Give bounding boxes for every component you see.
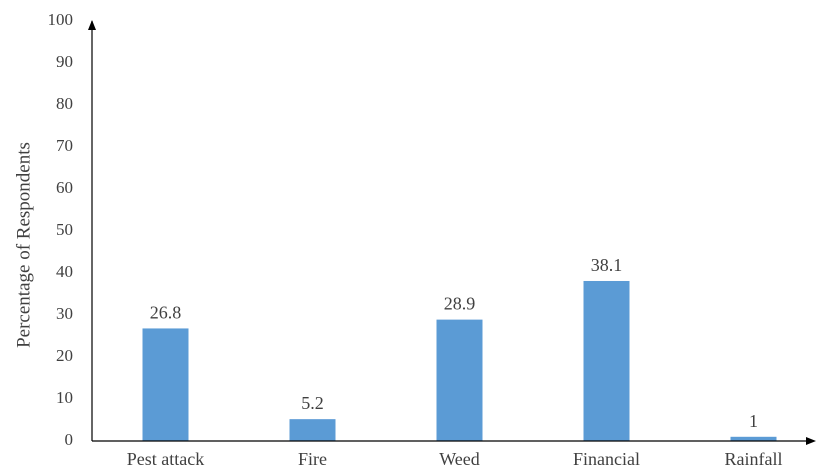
bars-group xyxy=(142,280,777,441)
data-label: 26.8 xyxy=(150,302,182,322)
y-tick-label: 70 xyxy=(56,136,73,155)
x-category-label: Pest attack xyxy=(127,449,204,469)
y-tick-label: 100 xyxy=(48,10,74,29)
data-label: 28.9 xyxy=(444,294,476,314)
x-category-labels: Pest attack Fire Weed Financial Rainfall xyxy=(127,449,783,469)
y-tick-labels: 0 10 20 30 40 50 60 70 80 90 100 xyxy=(48,10,74,449)
data-label: 5.2 xyxy=(301,393,324,413)
data-label: 1 xyxy=(749,411,758,431)
bar-financial xyxy=(583,280,630,441)
y-tick-label: 30 xyxy=(56,304,73,323)
y-tick-label: 60 xyxy=(56,178,73,197)
x-category-label: Fire xyxy=(298,449,327,469)
y-tick-label: 40 xyxy=(56,262,73,281)
x-category-label: Rainfall xyxy=(725,449,783,469)
x-category-label: Financial xyxy=(573,449,640,469)
data-label: 38.1 xyxy=(591,255,623,275)
y-tick-label: 50 xyxy=(56,220,73,239)
x-axis-arrow xyxy=(806,437,816,445)
data-labels: 26.8 5.2 28.9 38.1 1 xyxy=(150,255,758,431)
y-tick-label: 0 xyxy=(65,430,74,449)
y-tick-label: 10 xyxy=(56,388,73,407)
bar-pest-attack xyxy=(142,328,189,441)
y-tick-label: 90 xyxy=(56,52,73,71)
bar-rainfall xyxy=(730,436,777,441)
bar-weed xyxy=(436,319,483,441)
x-category-label: Weed xyxy=(439,449,480,469)
y-axis-title: Percentage of Respondents xyxy=(13,142,34,348)
y-axis-arrow xyxy=(88,20,96,30)
y-tick-label: 20 xyxy=(56,346,73,365)
y-tick-label: 80 xyxy=(56,94,73,113)
bar-fire xyxy=(289,419,336,441)
